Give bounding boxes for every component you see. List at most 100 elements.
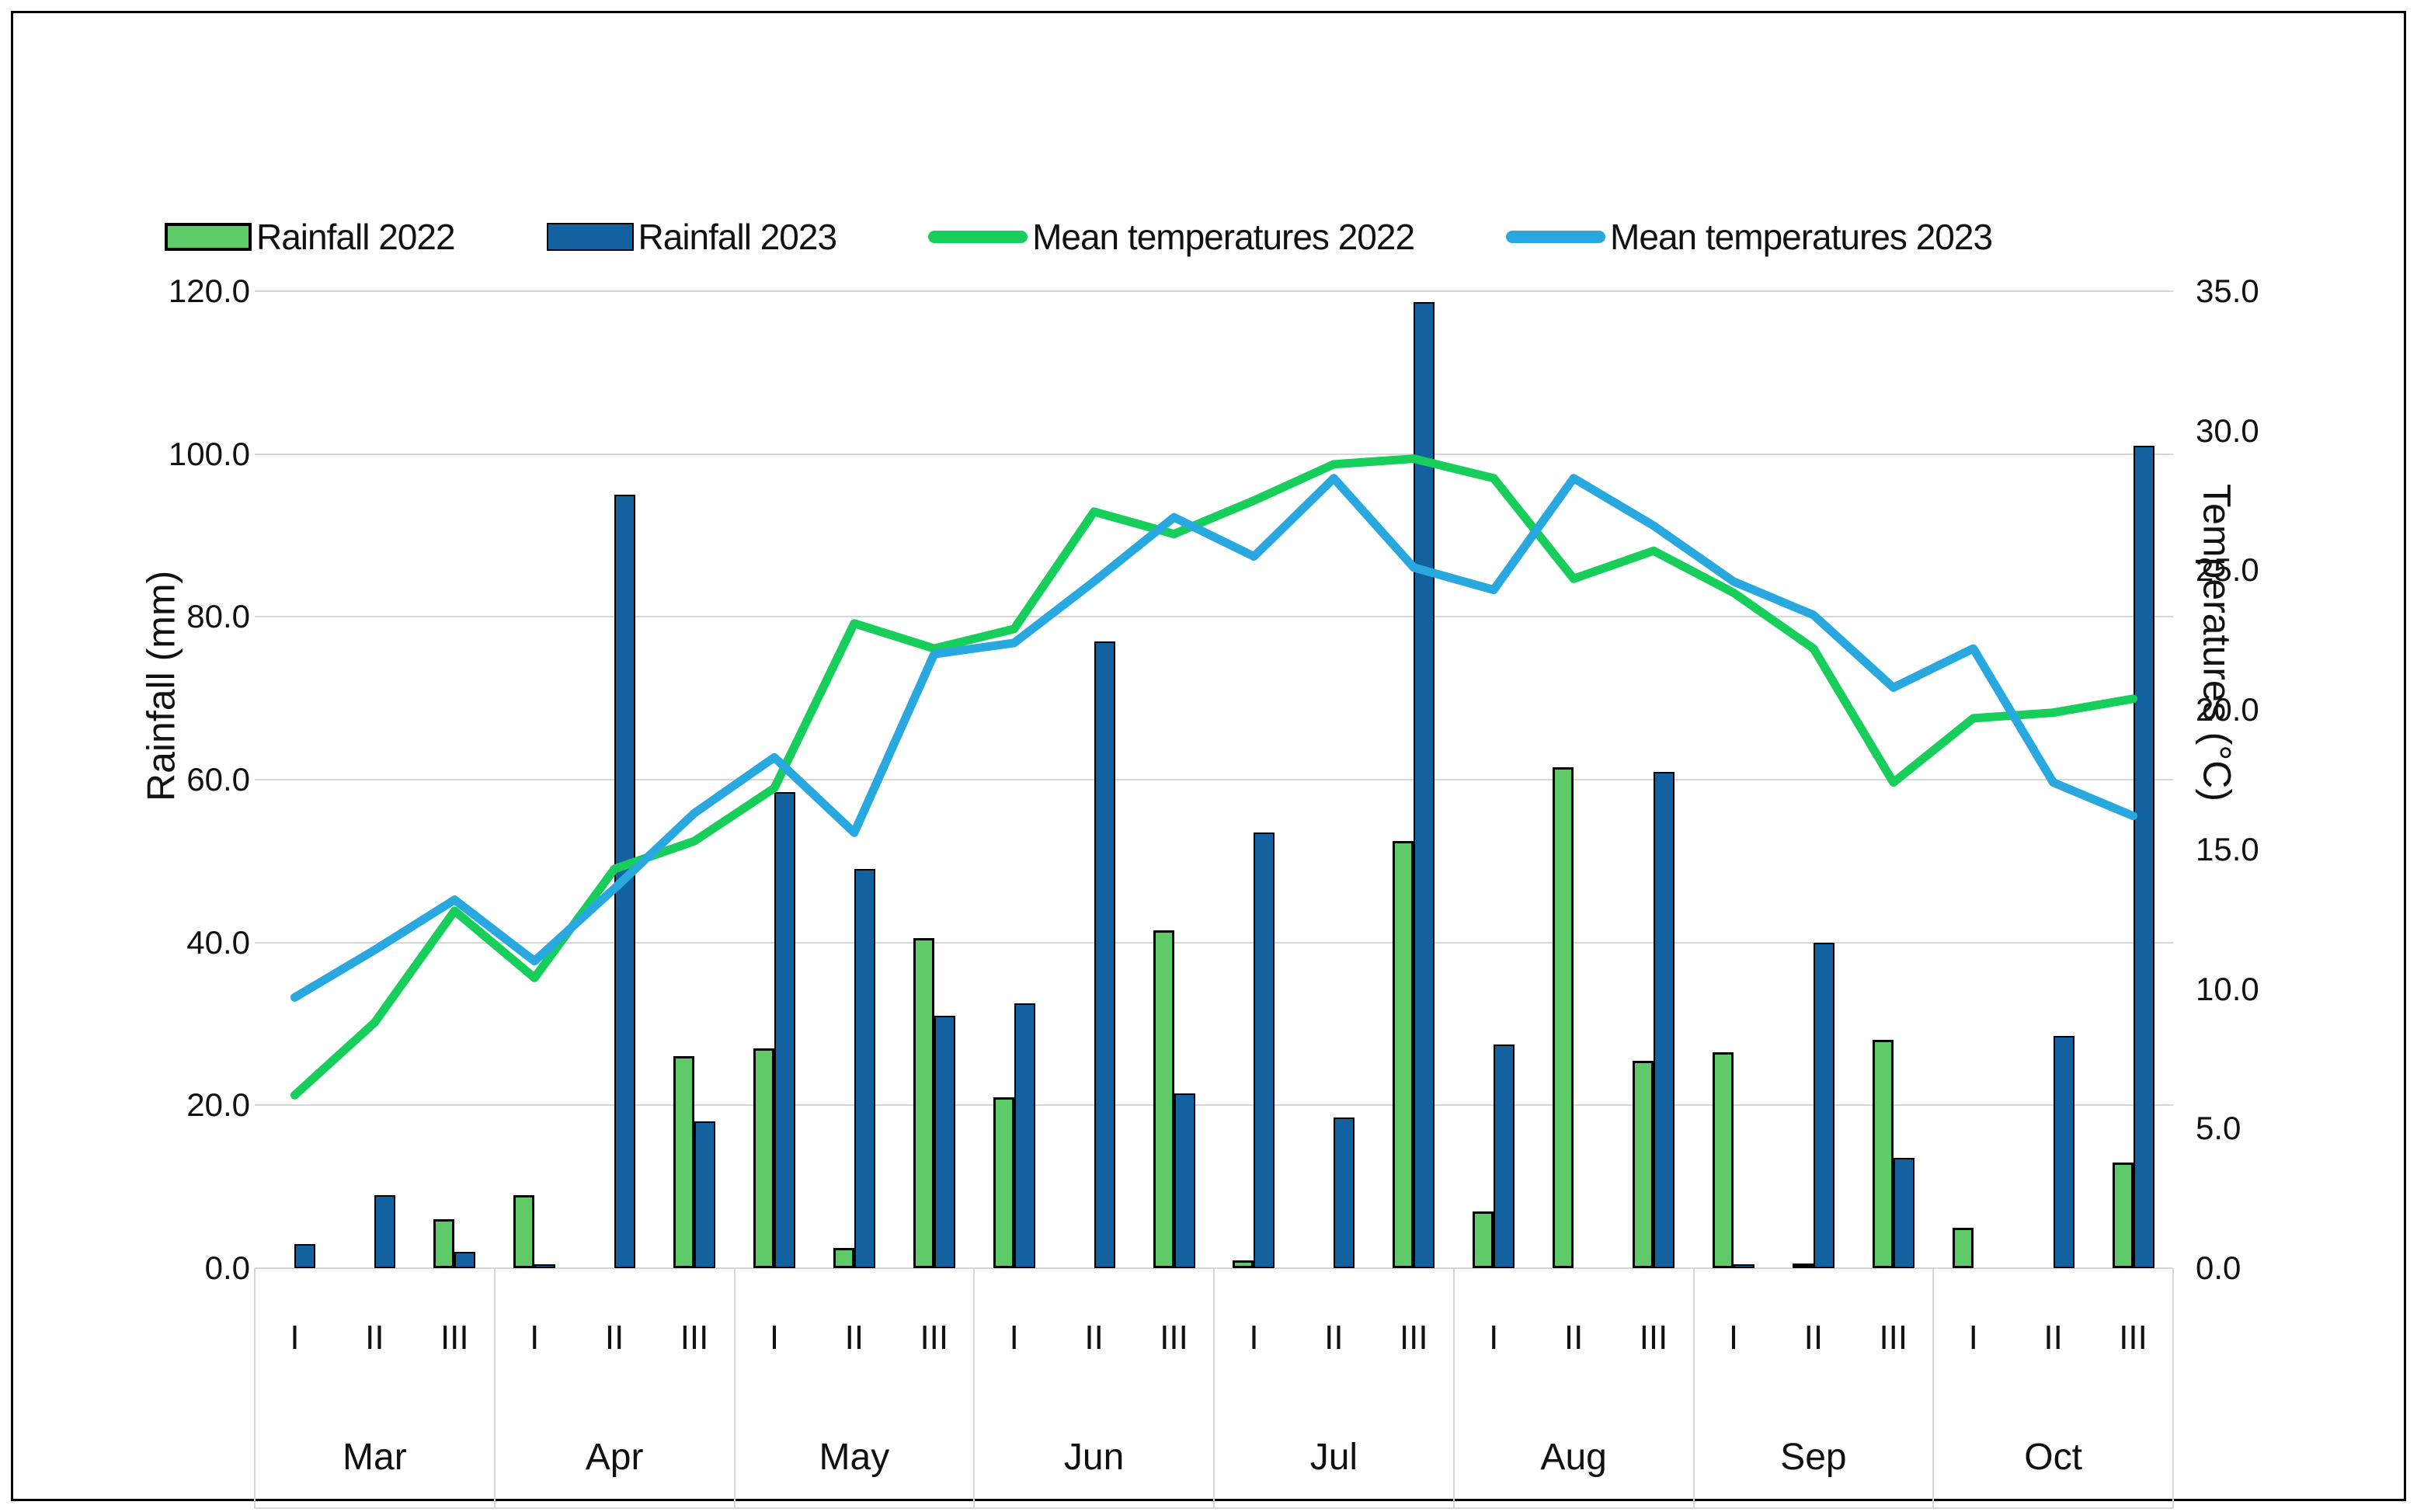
bar-rainfall-2023-jun-i	[1014, 1003, 1035, 1268]
decade-label: II	[1324, 1319, 1344, 1357]
bar-rainfall-2023-aug-iii	[1654, 771, 1675, 1268]
temperature-lines	[290, 454, 2137, 1100]
bar-rainfall-2022-sep-iii	[1872, 1040, 1894, 1268]
decade-label: II	[604, 1319, 624, 1357]
right-axis-tick-label: 10.0	[2196, 970, 2259, 1007]
decade-label: II	[1084, 1319, 1104, 1357]
decade-label: I	[530, 1319, 540, 1357]
month-divider	[1692, 1268, 1695, 1509]
decade-label: II	[1563, 1319, 1584, 1357]
bar-rainfall-2022-jun-iii	[1153, 930, 1174, 1268]
month-label-may: May	[819, 1437, 890, 1478]
bar-rainfall-2022-may-ii	[833, 1247, 854, 1268]
gridline	[255, 453, 2173, 455]
decade-label: III	[1879, 1319, 1908, 1357]
right-axis-tick-label: 30.0	[2196, 412, 2259, 449]
line-mean-temperatures-2022	[290, 454, 2137, 1100]
left-axis-tick-label: 100.0	[168, 435, 250, 472]
legend-item-mean-temp-2022: Mean temperatures 2022	[928, 216, 1415, 258]
gridline	[255, 779, 2173, 780]
bar-rainfall-2022-jul-iii	[1393, 840, 1414, 1268]
decade-label: I	[1009, 1319, 1019, 1357]
mean-temp-2022-line-icon	[928, 231, 1028, 243]
month-label-apr: Apr	[585, 1437, 644, 1478]
bar-rainfall-2022-aug-ii	[1553, 767, 1574, 1268]
bar-rainfall-2023-apr-iii	[694, 1121, 716, 1268]
rainfall-2022-swatch-icon	[165, 223, 252, 251]
left-axis-tick-label: 80.0	[186, 598, 250, 635]
left-axis-tick-label: 120.0	[168, 273, 250, 309]
decade-label: II	[365, 1319, 384, 1357]
bar-rainfall-2022-sep-i	[1712, 1052, 1734, 1268]
bar-rainfall-2023-jun-ii	[1094, 641, 1115, 1268]
chart-frame: Rainfall 2022 Rainfall 2023 Mean tempera…	[11, 11, 2406, 1509]
decade-label: I	[290, 1319, 300, 1357]
bar-rainfall-2023-may-ii	[854, 869, 875, 1268]
gridline	[255, 1104, 2173, 1107]
right-axis-tick-label: 35.0	[2196, 273, 2259, 309]
bar-rainfall-2023-apr-i	[534, 1263, 556, 1268]
legend-item-rainfall-2023: Rainfall 2023	[546, 216, 838, 258]
bar-rainfall-2023-sep-ii	[1813, 942, 1834, 1268]
month-label-aug: Aug	[1540, 1437, 1607, 1478]
bar-rainfall-2023-jul-i	[1254, 832, 1275, 1268]
bar-rainfall-2023-mar-iii	[454, 1252, 476, 1268]
month-divider	[733, 1268, 736, 1509]
plot-area	[255, 290, 2173, 1269]
bar-rainfall-2023-oct-ii	[2053, 1036, 2074, 1268]
gridline	[255, 616, 2173, 618]
bar-rainfall-2023-may-iii	[934, 1016, 955, 1268]
line-mean-temperatures-2023	[290, 474, 2137, 1002]
bar-rainfall-2023-mar-i	[294, 1243, 316, 1268]
month-divider	[973, 1268, 975, 1509]
bar-rainfall-2022-mar-iii	[433, 1219, 455, 1268]
right-axis-title: Temperatures (°C)	[2195, 484, 2239, 801]
bar-rainfall-2022-jul-i	[1233, 1260, 1254, 1268]
left-axis-tick-label: 0.0	[204, 1250, 250, 1286]
decade-label: I	[1249, 1319, 1259, 1357]
legend-item-mean-temp-2023: Mean temperatures 2023	[1506, 216, 1993, 258]
month-divider	[1452, 1268, 1455, 1509]
bar-rainfall-2022-jun-i	[993, 1097, 1014, 1268]
decade-label: II	[2043, 1319, 2063, 1357]
rainfall-2023-swatch-icon	[546, 223, 634, 251]
bar-rainfall-2022-may-iii	[913, 938, 934, 1268]
decade-label: III	[680, 1319, 709, 1357]
bar-rainfall-2023-mar-ii	[374, 1194, 396, 1268]
bar-rainfall-2022-oct-iii	[2112, 1162, 2134, 1268]
left-axis-tick-label: 60.0	[186, 761, 250, 798]
decade-label: II	[1803, 1319, 1824, 1357]
bar-rainfall-2022-aug-iii	[1633, 1060, 1654, 1268]
bar-rainfall-2022-oct-i	[1952, 1227, 1974, 1268]
legend-label: Rainfall 2023	[638, 217, 838, 257]
bar-rainfall-2022-aug-i	[1473, 1211, 1494, 1268]
gridline	[255, 290, 2173, 292]
right-axis-tick-label: 5.0	[2196, 1110, 2241, 1147]
right-axis-tick-label: 25.0	[2196, 551, 2259, 589]
right-axis-tick-label: 15.0	[2196, 830, 2259, 867]
legend-label: Rainfall 2022	[256, 217, 456, 257]
right-axis-tick-label: 20.0	[2196, 691, 2259, 728]
bar-rainfall-2023-jul-ii	[1334, 1117, 1355, 1268]
bar-rainfall-2023-oct-iii	[2133, 446, 2154, 1268]
left-axis-tick-label: 40.0	[186, 923, 250, 961]
legend-item-rainfall-2022: Rainfall 2022	[165, 216, 456, 258]
bar-rainfall-2022-apr-iii	[673, 1056, 695, 1268]
month-label-mar: Mar	[343, 1437, 407, 1478]
decade-label: III	[440, 1319, 469, 1357]
bar-rainfall-2023-jun-iii	[1174, 1093, 1195, 1268]
legend: Rainfall 2022 Rainfall 2023 Mean tempera…	[165, 206, 1993, 268]
month-divider	[493, 1268, 496, 1509]
legend-label: Mean temperatures 2022	[1032, 217, 1415, 257]
month-label-oct: Oct	[2024, 1437, 2082, 1478]
decade-label: I	[1728, 1319, 1739, 1357]
month-label-jun: Jun	[1063, 1437, 1125, 1478]
month-divider	[1932, 1268, 1935, 1509]
bar-rainfall-2023-sep-i	[1733, 1263, 1754, 1268]
decade-label: III	[2119, 1319, 2147, 1357]
decade-label: I	[1489, 1319, 1499, 1357]
month-divider	[254, 1268, 256, 1509]
decade-label: III	[1160, 1319, 1188, 1357]
month-divider	[2172, 1268, 2174, 1509]
right-axis-tick-label: 0.0	[2196, 1250, 2241, 1286]
